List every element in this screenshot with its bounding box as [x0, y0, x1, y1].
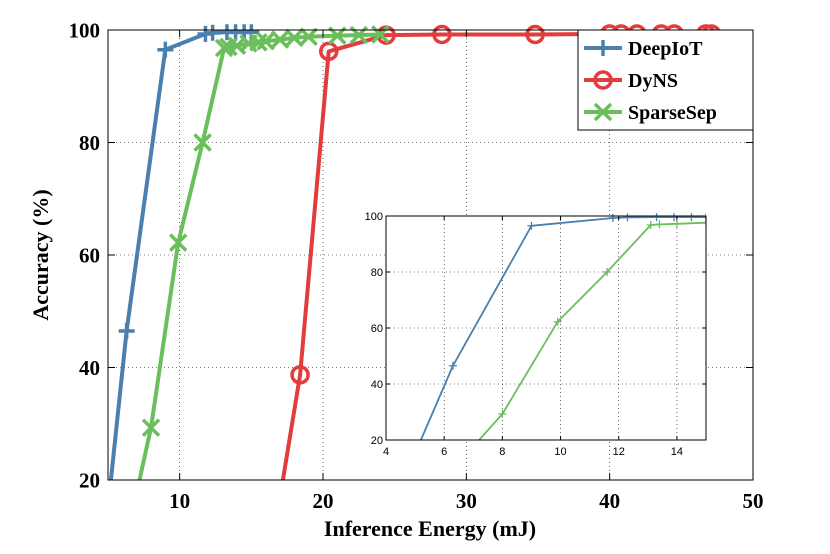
data-point-sparsesep: [256, 32, 275, 51]
legend-label-sparsesep: SparseSep: [628, 102, 717, 124]
data-point-sparsesep: [285, 28, 304, 48]
series-deepiot: [108, 24, 260, 480]
data-point-sparsesep: [603, 268, 612, 276]
data-point-deepiot: [118, 322, 135, 339]
data-point-sparsesep: [702, 218, 706, 227]
x-axis-label: Inference Energy (mJ): [324, 516, 536, 541]
data-point-deepiot: [623, 213, 632, 222]
data-point-sparsesep: [498, 409, 507, 418]
y-tick-label: 60: [371, 323, 383, 335]
data-point-dyns: [290, 365, 310, 385]
x-tick-label: 40: [599, 489, 620, 513]
data-point-deepiot: [448, 361, 457, 370]
legend-item-dyns: DyNS: [584, 70, 678, 92]
x-tick-label: 4: [383, 446, 389, 458]
data-point-deepiot: [687, 213, 696, 222]
x-tick-label: 8: [499, 446, 505, 458]
data-point-dyns: [318, 41, 339, 62]
legend-marker-deepiot: [595, 40, 611, 56]
y-axis-label: Accuracy (%): [28, 189, 53, 320]
data-point-deepiot: [204, 24, 221, 41]
data-point-sparsesep: [553, 317, 562, 326]
y-tick-label: 40: [371, 379, 383, 391]
series-line-sparsesep: [137, 32, 381, 480]
x-tick-label: 10: [169, 489, 190, 513]
x-tick-label: 50: [743, 489, 764, 513]
data-point-dyns: [525, 24, 545, 45]
y-tick-label: 100: [365, 211, 383, 223]
y-tick-label: 20: [79, 468, 100, 492]
x-tick-label: 6: [441, 446, 447, 458]
data-point-dyns: [432, 24, 452, 45]
data-point-deepiot: [157, 41, 174, 58]
data-point-sparsesep: [672, 219, 681, 228]
x-tick-label: 20: [313, 489, 334, 513]
inset-axis-ticks: 20 40 60 80 100 4 6 8 10 12 14: [365, 211, 706, 458]
legend-label-dyns: DyNS: [628, 70, 678, 92]
data-point-sparsesep: [646, 220, 655, 229]
x-tick-label: 14: [671, 446, 683, 458]
legend: DeepIoT DyNS SparseSep: [577, 29, 754, 131]
y-tick-label: 20: [371, 435, 383, 447]
data-point-sparsesep: [193, 133, 212, 152]
inset-chart: 20 40 60 80 100 4 6 8 10 12 14: [365, 211, 707, 458]
legend-marker-dyns: [593, 70, 613, 90]
y-tick-label: 80: [371, 267, 383, 279]
y-tick-label: 40: [79, 356, 100, 380]
inset-gridlines: [386, 216, 706, 440]
legend-item-deepiot: DeepIoT: [584, 38, 703, 60]
data-point-sparsesep: [655, 220, 664, 229]
x-tick-label: 30: [456, 489, 477, 513]
y-tick-label: 100: [69, 18, 101, 42]
x-tick-label: 12: [613, 446, 625, 458]
series-sparsesep: [478, 218, 706, 440]
data-point-deepiot: [608, 213, 617, 222]
main-axis-ticks: 20 40 60 80 100 10 20 30 40 50: [69, 18, 764, 513]
data-point-sparsesep: [270, 30, 290, 49]
legend-label-deepiot: DeepIoT: [628, 38, 703, 60]
legend-item-sparsesep: SparseSep: [584, 102, 717, 124]
y-tick-label: 80: [79, 131, 100, 155]
y-tick-label: 60: [79, 243, 100, 267]
legend-marker-sparsesep: [593, 102, 613, 122]
x-tick-label: 10: [554, 446, 566, 458]
data-point-deepiot: [652, 213, 661, 222]
data-point-sparsesep: [168, 233, 188, 252]
series-line-deepiot: [108, 30, 252, 480]
data-point-sparsesep: [141, 418, 161, 437]
data-point-deepiot: [527, 221, 536, 230]
data-point-sparsesep: [371, 25, 390, 44]
data-point-deepiot: [702, 213, 706, 222]
series-sparsesep: [137, 25, 390, 480]
data-point-sparsesep: [299, 27, 318, 46]
